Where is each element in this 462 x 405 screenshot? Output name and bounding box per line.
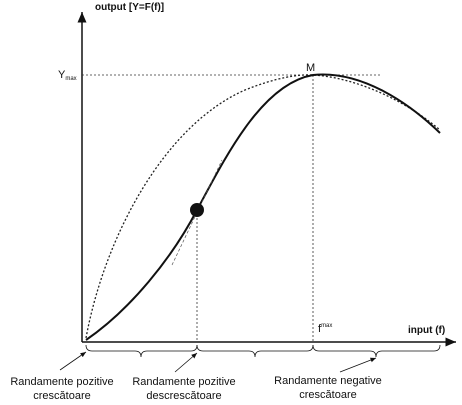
arrow [174, 352, 198, 373]
region-label: Randamente pozitive [132, 376, 235, 388]
arrow [59, 351, 87, 371]
region-label: crescătoare [299, 389, 356, 401]
ymax-label: Ymax [58, 69, 77, 82]
arrow [339, 357, 377, 373]
fmax-sub: max [321, 323, 332, 329]
region-label: descrescătoare [146, 390, 221, 402]
y-axis-label: output [Y=F(f)] [95, 2, 164, 13]
tangent [171, 159, 223, 266]
production-curve [85, 73, 441, 341]
point-m-label: M [306, 62, 315, 74]
average-curve [85, 74, 441, 339]
region-label: Randamente negative [274, 375, 382, 387]
fmax-label: fmax [318, 323, 332, 335]
fmax-text: f [318, 323, 322, 335]
brace [85, 344, 198, 358]
ymax-text: Y [58, 69, 66, 81]
inflection-point [190, 203, 204, 217]
region-label: crescătoare [33, 390, 90, 402]
x-axis-label: input (f) [408, 325, 445, 336]
ymax-sub: max [65, 76, 76, 82]
brace [196, 344, 314, 358]
brace [312, 344, 441, 358]
region-label: Randamente pozitive [10, 376, 113, 388]
